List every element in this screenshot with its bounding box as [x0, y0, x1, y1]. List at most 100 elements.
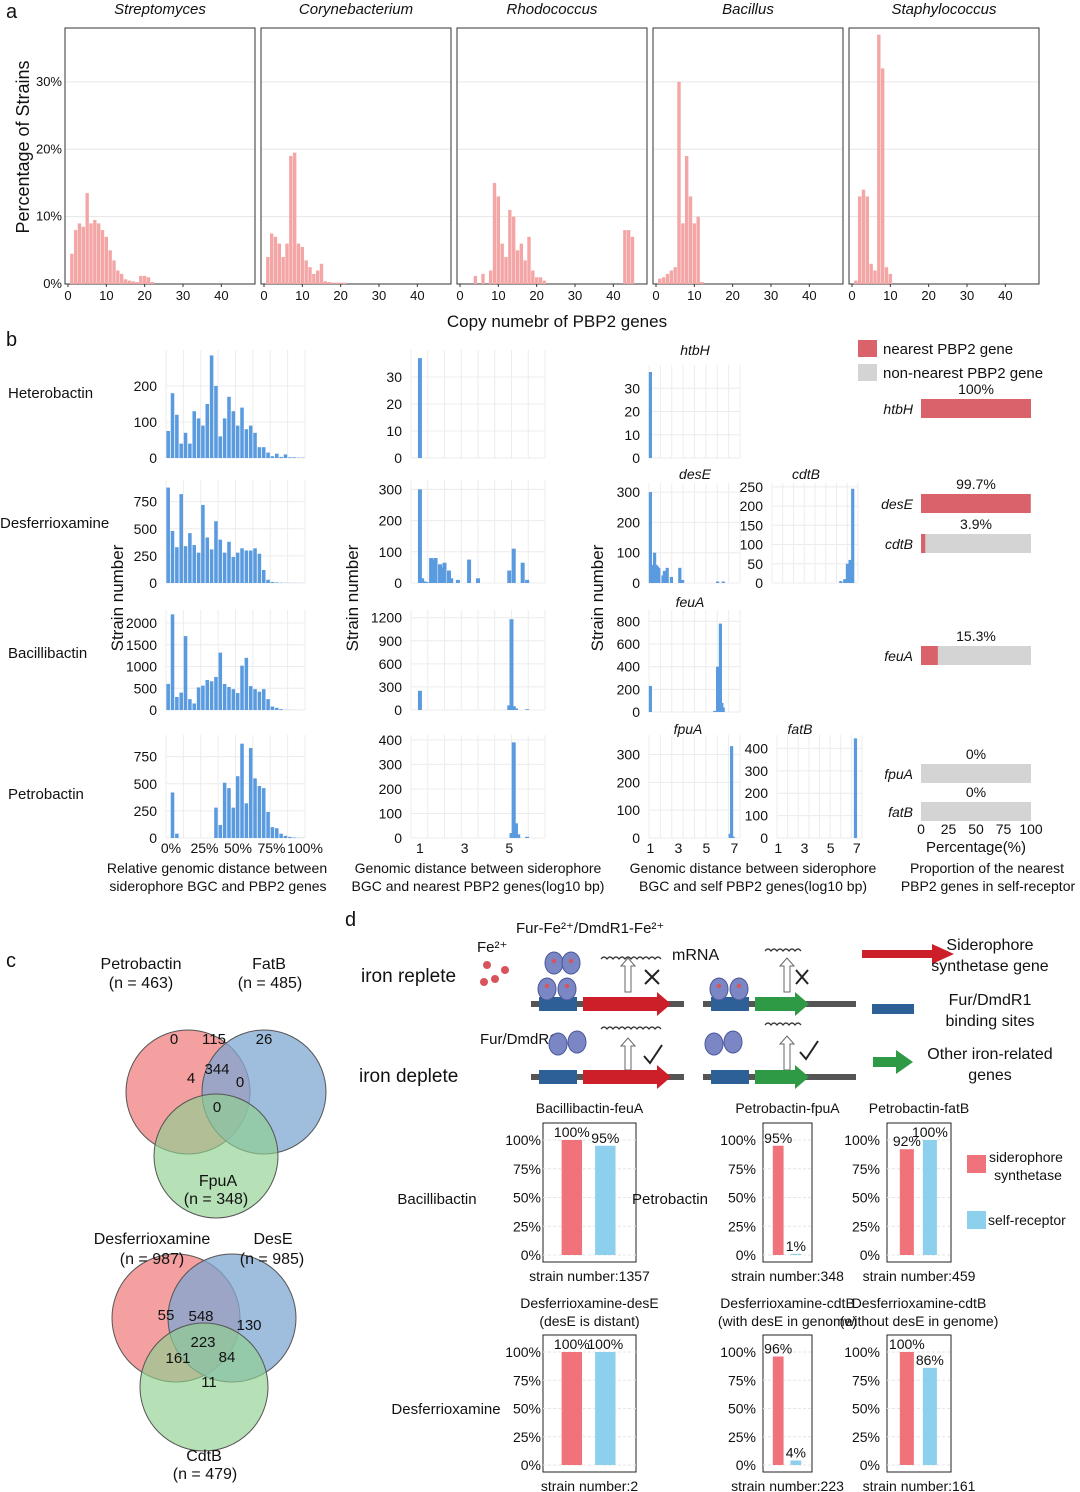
bar [476, 578, 480, 583]
bar [888, 273, 893, 284]
bar [244, 657, 249, 710]
free-protein [567, 1030, 587, 1054]
bar [85, 193, 89, 284]
mrna-wave [764, 948, 802, 952]
venn-count: 344 [204, 1061, 229, 1078]
panel-label-d: d [345, 909, 356, 931]
strain-number: strain number:459 [863, 1268, 976, 1284]
active-mark [643, 1044, 663, 1065]
plot-frame [456, 27, 648, 285]
bar [467, 559, 472, 583]
gene-label: fatB [888, 804, 913, 820]
bar [669, 576, 673, 583]
bar [273, 236, 278, 284]
bar [235, 425, 240, 458]
legend-synthetase: siderophore [989, 1149, 1063, 1165]
y-tick-label: 500 [134, 521, 158, 537]
y-tick-label: 0 [632, 704, 640, 720]
bar [315, 270, 320, 284]
chart-title: Desferrioxamine-desE [520, 1295, 659, 1311]
x-tick-label: 0 [652, 288, 659, 303]
x-tick-label: 3 [801, 840, 809, 856]
comparison-bar-chart: 0% 25% 50% 75% 100% 95% 1% Petrobactin-fpuA stra… [720, 1100, 844, 1284]
y-tick-label: 0 [394, 450, 402, 466]
x-tick-label: 20 [333, 288, 347, 303]
mrna-wave [600, 1026, 662, 1030]
bar-self-receptor [790, 1460, 802, 1465]
bar [511, 216, 516, 284]
gene-title: fatB [788, 721, 813, 737]
x-tick-label: 30 [176, 288, 190, 303]
bar [513, 823, 518, 838]
legend-swatch-self-receptor [967, 1211, 986, 1229]
bar [142, 275, 147, 284]
nearest-distance-hist: 0 300 600 900 1200 [371, 610, 546, 718]
bar [331, 282, 335, 284]
y-tick-label: 100 [745, 808, 769, 824]
bar [446, 570, 451, 583]
bar [139, 275, 143, 284]
bar-value-label: 95% [591, 1130, 619, 1146]
bar [183, 432, 188, 458]
bar [488, 270, 493, 284]
legend-text: Siderophore [946, 937, 1033, 954]
gene-arrow [583, 1065, 671, 1089]
bar-self-receptor [595, 1145, 616, 1255]
mrna-label: mRNA [672, 947, 719, 964]
y-tick-label: 30% [36, 74, 62, 89]
bar [266, 579, 270, 583]
x-tick-label: 20 [137, 288, 151, 303]
legend-text: Fur/DmdR1 [949, 992, 1032, 1009]
x-tick-label: 1 [774, 840, 782, 856]
bar-synthetase [772, 1145, 784, 1255]
bar [520, 562, 525, 583]
bar-synthetase [772, 1356, 784, 1465]
panel-label-b: b [6, 329, 17, 351]
bar [721, 581, 725, 583]
bar [196, 687, 201, 710]
y-tick-label: 50% [513, 1190, 541, 1206]
gene-label: cdtB [885, 536, 913, 552]
bar-self-receptor [595, 1352, 616, 1465]
bar [248, 748, 253, 838]
x-tick-label: 10 [491, 288, 505, 303]
relative-distance-hist: 0 500 1000 1500 2000 [126, 610, 306, 718]
y-tick-label: 300 [379, 756, 403, 772]
bar [492, 182, 497, 284]
bar [209, 355, 214, 458]
bar [285, 243, 289, 284]
bar [525, 709, 530, 710]
bar [266, 257, 270, 284]
binding-site [539, 997, 577, 1011]
binding-site [539, 1070, 577, 1084]
y-tick-label: 200 [740, 498, 764, 514]
y-tick-label: 50% [513, 1401, 541, 1417]
bar [511, 548, 516, 583]
iron-deplete-label: iron deplete [359, 1066, 458, 1087]
x-tick-label: 7 [731, 840, 739, 856]
bar [665, 273, 670, 284]
y-tick-label: 100% [844, 1132, 880, 1148]
bar [205, 404, 210, 458]
bar [183, 636, 188, 710]
bar [525, 836, 530, 838]
active-mark [799, 1040, 819, 1061]
bar [81, 226, 86, 284]
row-label-petrobactin: Petrobactin [632, 1191, 708, 1208]
repressor-protein [729, 977, 749, 1001]
genus-title: Rhodococcus [507, 1, 598, 18]
chart-title: Petrobactin-fatB [869, 1100, 969, 1116]
row-label: Heterobactin [8, 385, 93, 402]
y-tick-label: 0 [149, 450, 157, 466]
chart-frame [762, 1334, 813, 1473]
venn-set-label: (n = 463) [109, 975, 173, 992]
strain-number-label: Strain number [108, 544, 127, 651]
venn-set-label: Desferrioxamine [94, 1231, 211, 1248]
y-tick-label: 300 [379, 679, 403, 695]
y-tick-label: 50 [747, 556, 763, 572]
iron-ion-dot [480, 978, 488, 986]
row-label: Petrobactin [8, 786, 84, 803]
bar [507, 570, 512, 583]
transcription-arrow [778, 957, 796, 993]
bar [292, 457, 296, 458]
